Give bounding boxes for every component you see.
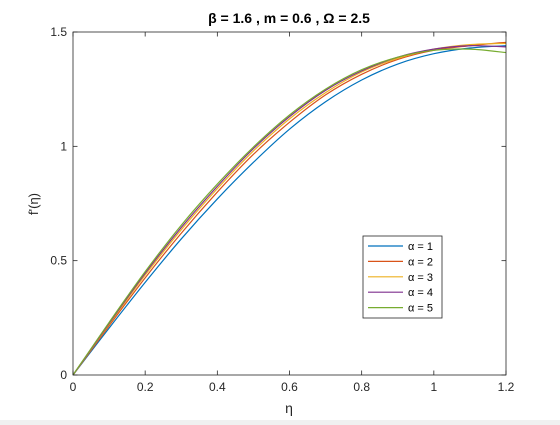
y-axis-label: f'(η) [26,193,41,215]
y-tick-label: 1 [60,139,67,153]
series-line-4 [72,45,507,376]
x-tick-label: 0.4 [209,380,226,394]
x-tick-label: 0 [70,380,77,394]
x-tick-label: 1 [430,380,437,394]
y-tick-label: 0.5 [50,254,67,268]
legend-label: α = 4 [408,287,433,299]
x-axis-label: η [285,400,293,416]
plot-background [73,32,506,375]
series-line-1 [72,45,507,376]
chart-title: β = 1.6 , m = 0.6 , Ω = 2.5 [208,10,370,26]
legend-label: α = 2 [408,256,433,268]
y-tick-label: 1.5 [50,25,67,39]
legend-label: α = 1 [408,241,433,253]
x-tick-label: 1.2 [498,380,515,394]
x-tick-label: 0.6 [281,380,298,394]
x-tick-label: 0.8 [353,380,370,394]
legend: α = 1 α = 2 α = 3 α = 4 α = 5 [362,235,443,319]
plot-area: 0 0.2 0.4 0.6 0.8 1 1.2 0 0.5 1 1.5 [50,25,514,394]
y-tick-label: 0 [60,368,67,382]
x-tick-label: 0.2 [137,380,154,394]
series-line-5 [72,48,507,376]
legend-label: α = 3 [408,272,433,284]
legend-label: α = 5 [408,303,433,315]
